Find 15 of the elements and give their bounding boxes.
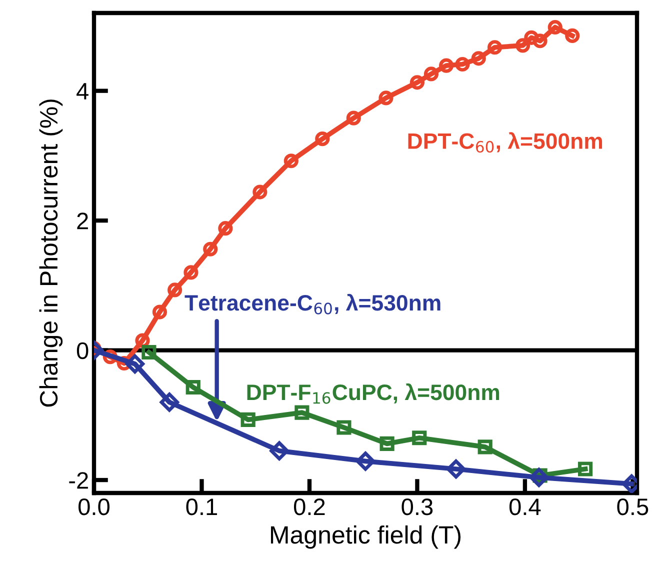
series-label: DPT-C$_{60}$, λ=500nm (408, 132, 602, 153)
y-tick-label: 0 (76, 342, 88, 360)
x-tick-label: 0.4 (509, 498, 541, 516)
x-tick-label: 0.0 (78, 498, 110, 516)
annotation: Tetracene-C$_{60}$, λ=530nm (184, 294, 440, 314)
x-axis-title: Magnetic field (T) (271, 525, 461, 549)
y-tick-label: 2 (77, 212, 88, 230)
x-tick-label: 0.5 (617, 498, 648, 516)
series-label: DPT-F$_{16}$CuPC, λ=500nm (247, 383, 500, 404)
x-tick-label: 0.2 (294, 498, 325, 516)
y-axis-title: Change in Photocurrent (%) (39, 100, 63, 407)
y-tick-label: -2 (69, 472, 88, 489)
x-tick-label: 0.1 (186, 498, 217, 516)
y-tick-label: 4 (76, 83, 88, 100)
x-tick-label: 0.3 (402, 498, 433, 516)
